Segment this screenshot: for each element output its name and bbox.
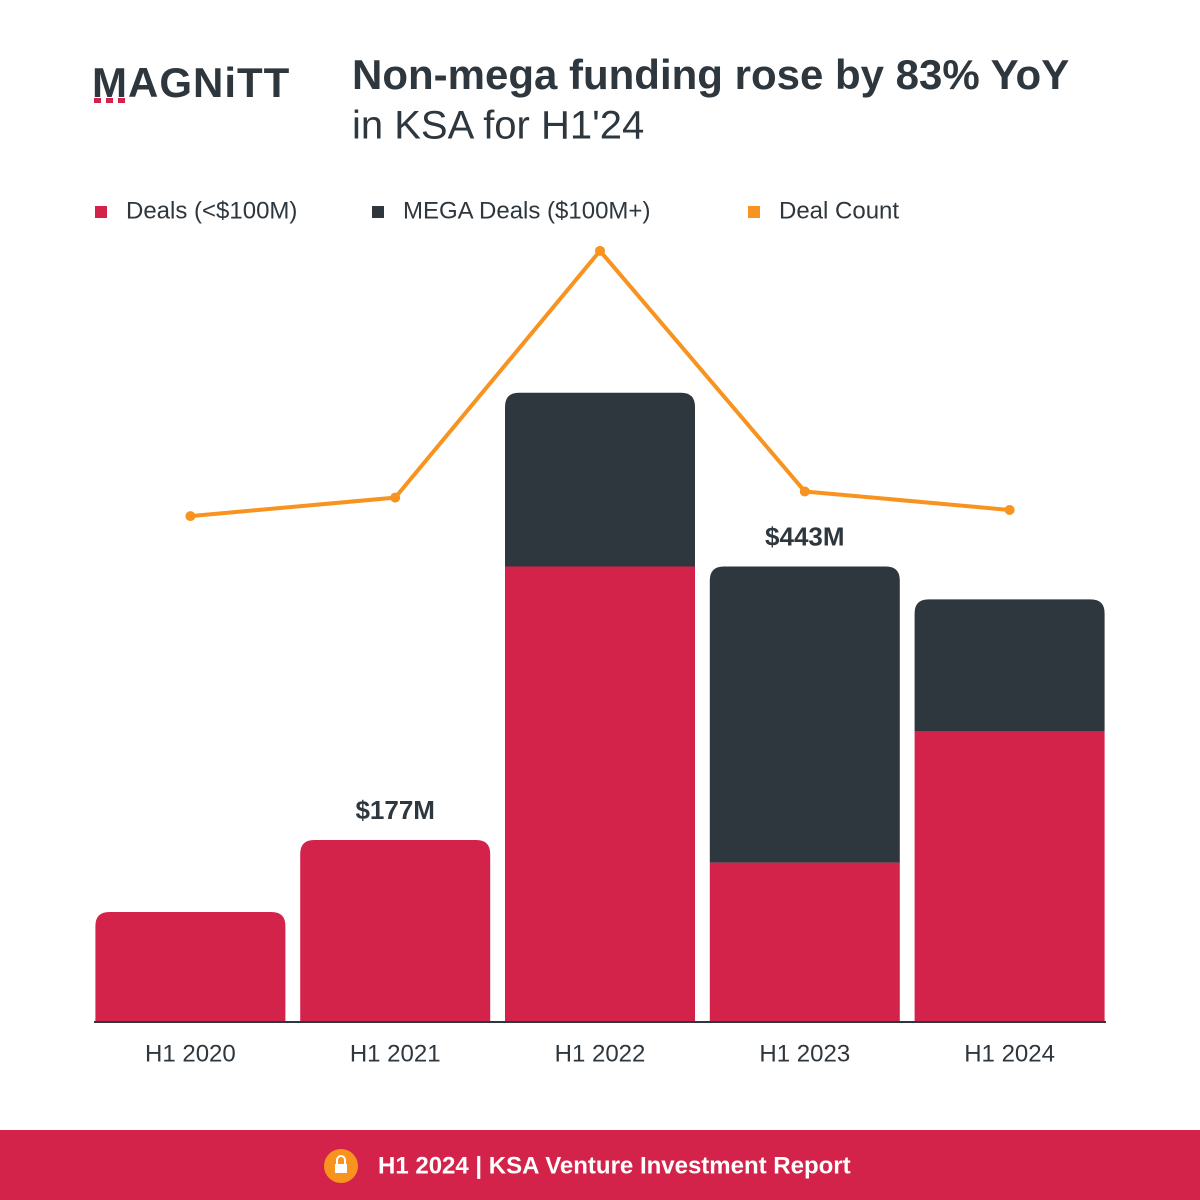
bar-segment bbox=[505, 566, 695, 1022]
total-label: $177M bbox=[355, 795, 435, 825]
deal-count-point bbox=[390, 492, 401, 503]
chart-subtitle: in KSA for H1'24 bbox=[352, 104, 644, 148]
bar-segment bbox=[505, 392, 695, 567]
x-tick-label: H1 2024 bbox=[964, 1040, 1055, 1067]
logo-dots bbox=[94, 98, 125, 103]
x-tick-label: H1 2020 bbox=[145, 1040, 236, 1067]
deal-count-point bbox=[595, 245, 605, 256]
total-label: $443M bbox=[765, 521, 845, 551]
lock-glyph bbox=[335, 1155, 347, 1173]
bar-segment bbox=[95, 911, 286, 1022]
bar-segment bbox=[709, 862, 900, 1022]
x-tick-label: H1 2022 bbox=[555, 1040, 646, 1067]
deal-count-point bbox=[185, 511, 196, 522]
deal-count-point bbox=[799, 486, 810, 497]
legend-swatch bbox=[748, 206, 760, 218]
legend-label: MEGA Deals ($100M+) bbox=[403, 197, 650, 224]
bar-segment bbox=[709, 566, 900, 863]
legend-label: Deals (<$100M) bbox=[126, 197, 297, 224]
x-tick-label: H1 2021 bbox=[350, 1040, 441, 1067]
bar-segment bbox=[300, 840, 491, 1022]
footer-bar bbox=[0, 1130, 1200, 1200]
bar-segment bbox=[914, 599, 1105, 732]
x-tick-label: H1 2023 bbox=[759, 1040, 850, 1067]
legend-swatch bbox=[372, 206, 384, 218]
footer-text: H1 2024 | KSA Venture Investment Report bbox=[378, 1152, 851, 1179]
deal-count-point bbox=[1004, 504, 1015, 515]
legend-swatch bbox=[95, 206, 107, 218]
chart-title: Non-mega funding rose by 83% YoY bbox=[352, 51, 1069, 98]
legend-label: Deal Count bbox=[779, 197, 899, 224]
bar-segment bbox=[914, 731, 1105, 1022]
